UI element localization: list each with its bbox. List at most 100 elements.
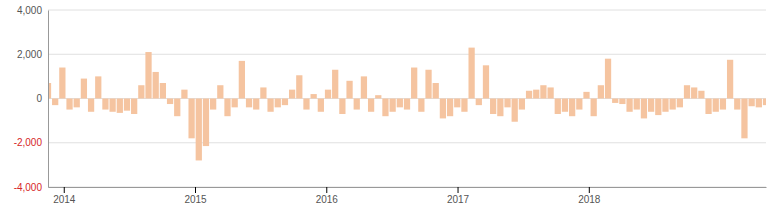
bar [346, 81, 352, 99]
bar [713, 99, 719, 112]
grid-line [48, 142, 766, 143]
bar [325, 90, 331, 99]
x-tick: 2018 [578, 187, 601, 205]
bar [117, 99, 123, 113]
x-tick-mark [195, 187, 196, 193]
bar [217, 85, 223, 98]
bar [267, 99, 273, 112]
bar [648, 99, 654, 112]
bar [275, 99, 281, 108]
bar [490, 99, 496, 114]
bar [741, 99, 747, 139]
bar [540, 85, 546, 98]
x-tick-mark [589, 187, 590, 193]
bar [691, 87, 697, 98]
bar [102, 99, 108, 110]
bar [526, 91, 532, 99]
y-tick-label: -2,000 [14, 137, 43, 148]
bar [411, 68, 417, 99]
bar [670, 99, 676, 110]
bar [303, 99, 309, 110]
chart-container: -4,000 -2,000 0 2,000 4,000 2014 2015 2016 2017 2… [0, 0, 780, 211]
bar [52, 99, 58, 106]
bar [720, 99, 726, 110]
bar [468, 48, 474, 99]
x-tick-label: 2017 [447, 194, 470, 205]
bar [504, 99, 510, 108]
bar [418, 99, 424, 112]
bar [95, 76, 101, 98]
bar [390, 99, 396, 112]
y-axis-line [48, 11, 49, 188]
y-tick: -4,000 [14, 182, 48, 193]
bar [145, 52, 151, 98]
x-tick-mark [458, 187, 459, 193]
x-tick: 2014 [53, 187, 76, 205]
bars [48, 48, 766, 161]
bar [375, 95, 381, 98]
bar [160, 83, 166, 98]
bar [684, 85, 690, 98]
x-axis-line [49, 187, 767, 188]
bar [224, 99, 230, 117]
bar [138, 85, 144, 98]
bar [655, 99, 661, 116]
bar [153, 72, 159, 99]
y-tick: 4,000 [17, 5, 48, 16]
bar [188, 99, 194, 139]
bar [591, 99, 597, 117]
x-tick-label: 2016 [316, 194, 339, 205]
y-tick: -2,000 [14, 137, 48, 148]
bar [404, 99, 410, 110]
bar [124, 99, 130, 111]
grid-line [48, 54, 766, 55]
bar [483, 65, 489, 98]
bar [260, 87, 266, 98]
y-tick-label: 4,000 [17, 5, 42, 16]
bar [476, 99, 482, 106]
y-tick-label: 2,000 [17, 49, 42, 60]
bar [81, 79, 87, 99]
x-tick: 2017 [447, 187, 470, 205]
bar [698, 91, 704, 99]
bar [756, 99, 762, 108]
bar [332, 70, 338, 99]
y-tick-label: -4,000 [14, 182, 43, 193]
bar [354, 99, 360, 110]
bar [662, 99, 668, 112]
bar [461, 99, 467, 112]
bar [634, 99, 640, 110]
bar [749, 99, 755, 107]
bar [361, 76, 367, 98]
grid-line [48, 10, 766, 11]
bar [497, 99, 503, 117]
bar [181, 90, 187, 99]
grid-line [48, 187, 766, 188]
bar [576, 99, 582, 110]
y-tick-label: 0 [36, 93, 42, 104]
bar [282, 99, 288, 106]
bar [289, 90, 295, 99]
bar [440, 99, 446, 119]
y-axis: -4,000 -2,000 0 2,000 4,000 [14, 5, 49, 193]
bar [296, 75, 302, 98]
bar [677, 99, 683, 108]
bar [583, 92, 589, 99]
y-tick: 0 [36, 93, 48, 104]
bar [569, 99, 575, 117]
bar [612, 99, 618, 103]
x-tick-mark [326, 187, 327, 193]
bar [555, 99, 561, 114]
bar [397, 99, 403, 108]
x-tick: 2016 [316, 187, 339, 205]
bar [88, 99, 94, 112]
x-tick-label: 2014 [53, 194, 76, 205]
bar [318, 99, 324, 112]
x-tick-label: 2018 [578, 194, 601, 205]
bar [605, 59, 611, 99]
bar [533, 90, 539, 99]
bar [433, 83, 439, 98]
bar [512, 99, 518, 122]
x-tick: 2015 [184, 187, 207, 205]
bar [734, 99, 740, 110]
